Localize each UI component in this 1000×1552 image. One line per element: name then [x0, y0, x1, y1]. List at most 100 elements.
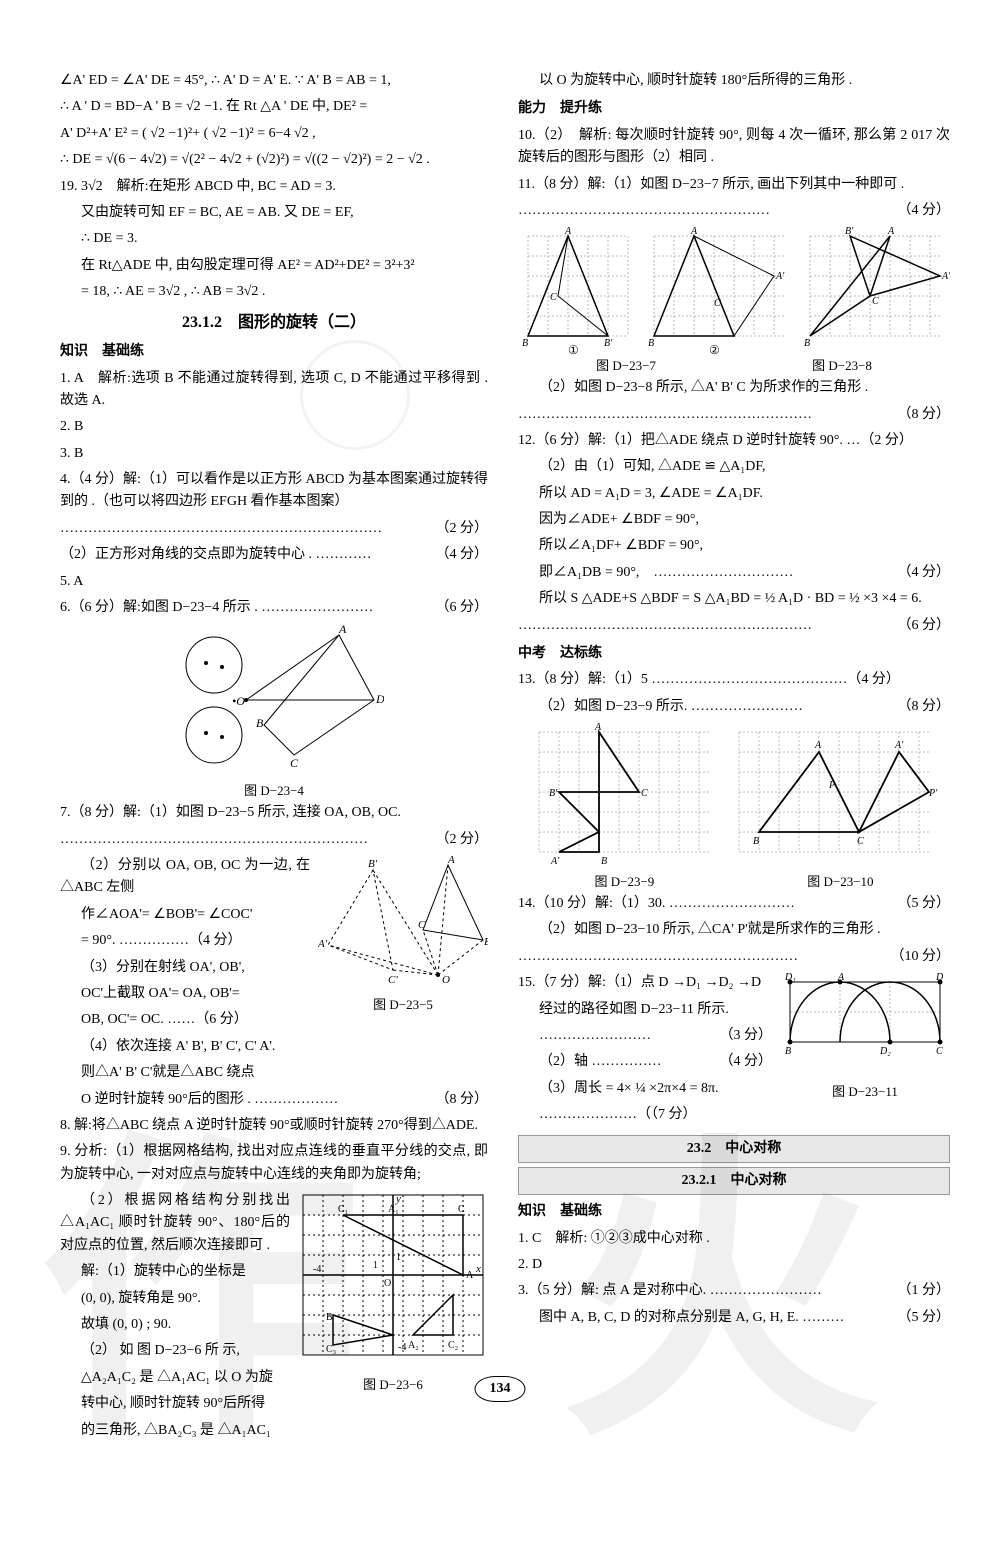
- figure-d-23-6: x y O C₁A₁ CA B C₃ C₂ A₂ 1 1 -4 -4: [298, 1190, 488, 1375]
- svg-text:B: B: [753, 836, 759, 847]
- svg-text:C: C: [418, 919, 426, 931]
- svg-text:A: A: [814, 740, 822, 751]
- svg-text:A': A': [550, 856, 560, 867]
- svg-text:C: C: [550, 292, 557, 303]
- b-q3-l2: 图中 A, B, C, D 的对称点分别是 A, G, H, E. ………: [539, 1310, 844, 1325]
- q12-l4: 因为∠ADE+ ∠BDF = 90°,: [518, 509, 950, 531]
- svg-text:-4: -4: [313, 1264, 321, 1275]
- q3: 3. B: [60, 443, 488, 465]
- q7-row1: …………………………………………………………（2 分）: [60, 829, 488, 851]
- q7-l9: 则△A' B' C'就是△ABC 绕点: [60, 1062, 310, 1084]
- figure-d-23-11: D₁ A D B D₂ C: [780, 972, 950, 1082]
- right-column: 以 O 为旋转中心, 顺时针旋转 180°后所得的三角形 . 能力 提升练 10…: [518, 70, 950, 1446]
- figure-d-23-10: B A C A' P' P: [729, 722, 939, 872]
- fig-cap-d-23-10: 图 D−23−10: [807, 872, 873, 893]
- q12-l6: 即∠A₁DB = 90°, …………………………: [539, 565, 793, 580]
- svg-text:A': A': [775, 271, 785, 282]
- svg-text:1: 1: [396, 1252, 401, 1263]
- svg-text:-4: -4: [398, 1342, 406, 1353]
- q7-head: 7.（8 分）解:（1）如图 D−23−5 所示, 连接 OA, OB, OC.: [60, 802, 488, 824]
- q15-body: 15.（7 分）解:（1）点 D →D₁ →D₂ →D 经过的路径如图 D−23…: [518, 972, 950, 1130]
- svg-text:B': B': [845, 226, 854, 237]
- svg-text:B': B': [549, 788, 558, 799]
- q19-head: 19. 3√2 解析:在矩形 ABCD 中, BC = AD = 3.: [60, 176, 488, 198]
- b-q1: 1. C 解析: ①②③成中心对称 .: [518, 1228, 950, 1250]
- knowledge-head-right: 知识 基础练: [518, 1201, 950, 1223]
- q13-head: 13.（8 分）解:（1）5 ……………………………………（4 分）: [518, 669, 950, 691]
- q11-s2: （8 分）: [898, 404, 951, 426]
- page-number: 134: [475, 1376, 526, 1402]
- fig-cap-d-23-5: 图 D−23−5: [318, 995, 488, 1016]
- q4-s2: （4 分）: [436, 544, 489, 566]
- figure-d-23-7b: A B A' C ②: [644, 226, 794, 356]
- svg-text:C': C': [388, 974, 398, 986]
- q12-s3: （6 分）: [898, 615, 951, 637]
- svg-text:D: D: [375, 692, 384, 706]
- q13-s2: （8 分）: [877, 696, 951, 718]
- q9-l6: （2） 如 图 D−23−6 所 示,: [60, 1340, 290, 1362]
- q1: 1. A 解析:选项 B 不能通过旋转得到, 选项 C, D 不能通过平移得到 …: [60, 368, 488, 413]
- q15-l2: 经过的路径如图 D−23−11 所示.: [518, 999, 772, 1021]
- q11-row1: ………………………………………………（4 分）: [518, 200, 950, 222]
- fig-cap-d-23-11: 图 D−23−11: [780, 1082, 950, 1103]
- pre-line-4: ∴ DE = √(6 − 4√2) = √(2² − 4√2 + (√2)²) …: [60, 149, 488, 171]
- ability-head: 能力 提升练: [518, 98, 950, 120]
- svg-text:B': B': [604, 338, 613, 349]
- svg-text:C₁: C₁: [338, 1204, 348, 1215]
- q15-head: 15.（7 分）解:（1）点 D →D₁ →D₂ →D: [518, 972, 772, 994]
- svg-text:D₂: D₂: [879, 1046, 891, 1057]
- q7-l3: 作∠AOA'= ∠BOB'= ∠COC': [60, 904, 310, 926]
- q7-s2: （8 分）: [415, 1089, 489, 1111]
- q14-s2: （10 分）: [891, 946, 951, 968]
- q4-l2-row: （2）正方形对角线的交点即为旋转中心 . …………（4 分）: [60, 544, 488, 566]
- q2: 2. B: [60, 416, 488, 438]
- q7-l7: OB, OC'= OC. ……（6 分）: [60, 1009, 310, 1031]
- svg-text:C: C: [458, 1204, 465, 1215]
- q7-l5: （3）分别在射线 OA', OB',: [60, 957, 310, 979]
- q15-s3: （7 分）: [651, 1107, 697, 1122]
- q6-row: 6.（6 分）解:如图 D−23−4 所示 . ……………………（6 分）: [60, 597, 488, 619]
- b-q3-s2: （5 分）: [877, 1307, 951, 1329]
- q9-l7: △A₂A₁C₂ 是 △A₁AC₁ 以 O 为旋: [60, 1367, 290, 1389]
- q9-l3: 解:（1）旋转中心的坐标是: [60, 1261, 290, 1283]
- svg-text:①: ①: [568, 343, 579, 356]
- q7-s1: （2 分）: [436, 829, 489, 851]
- svg-text:B: B: [256, 716, 264, 730]
- svg-text:A': A': [318, 938, 328, 950]
- q11-figs: A B B' C ① A B A' C ② A B': [518, 226, 950, 356]
- q14-head: 14.（10 分）解:（1）30. ………………………: [518, 896, 795, 911]
- svg-text:A: A: [338, 625, 347, 636]
- q4-s1: （2 分）: [436, 518, 489, 540]
- exam-head: 中考 达标练: [518, 643, 950, 665]
- q15-r3: …………………（（7 分）: [518, 1104, 772, 1126]
- svg-text:B: B: [601, 856, 607, 867]
- svg-text:B: B: [804, 338, 810, 349]
- b-q3-row: 3.（5 分）解: 点 A 是对称中心. ……………………（1 分）: [518, 1280, 950, 1302]
- q9-l2: （2）根据网格结构分别找出△A₁AC₁ 顺时针旋转 90°、180°后的对应点的…: [60, 1190, 290, 1257]
- svg-text:P: P: [828, 780, 835, 791]
- q13-l2-row: （2）如图 D−23−9 所示. ……………………（8 分）: [518, 696, 950, 718]
- svg-text:x: x: [475, 1263, 481, 1275]
- svg-text:C: C: [714, 298, 721, 309]
- figure-d-23-5: A B C B' A' C' O: [318, 855, 488, 995]
- svg-text:C: C: [641, 788, 648, 799]
- svg-text:B: B: [648, 338, 654, 349]
- svg-text:A: A: [887, 226, 895, 237]
- svg-text:B: B: [326, 1312, 333, 1323]
- q8: 8. 解:将△ABC 绕点 A 逆时针旋转 90°或顺时针旋转 270°得到△A…: [60, 1115, 488, 1137]
- pre-line-3: A' D²+A' E² = ( √2 −1)²+ ( √2 −1)² = 6−4…: [60, 123, 488, 145]
- svg-text:B: B: [522, 338, 528, 349]
- q9-l8: 转中心, 顺时针旋转 90°后所得: [60, 1393, 290, 1415]
- q7-l10: O 逆时针旋转 90°后的图形 . ………………: [81, 1092, 338, 1107]
- two-column-layout: ∠A' ED = ∠A' DE = 45°, ∴ A' D = A' E. ∵ …: [60, 70, 950, 1446]
- svg-text:A₁: A₁: [388, 1204, 399, 1215]
- svg-text:C: C: [872, 296, 879, 307]
- q12-s2: （4 分）: [877, 562, 951, 584]
- q15-s1: （3 分）: [699, 1025, 773, 1047]
- svg-text:A: A: [594, 722, 602, 733]
- q10: 10.（2） 解析: 每次顺时针旋转 90°, 则每 4 次一循环, 那么第 2…: [518, 125, 950, 170]
- b-q3-head: 3.（5 分）解: 点 A 是对称中心. ……………………: [518, 1283, 822, 1298]
- svg-text:D₁: D₁: [784, 972, 796, 983]
- q14-row: 14.（10 分）解:（1）30. ………………………（5 分）: [518, 893, 950, 915]
- section-box-23-2-1: 23.2.1 中心对称: [518, 1167, 950, 1195]
